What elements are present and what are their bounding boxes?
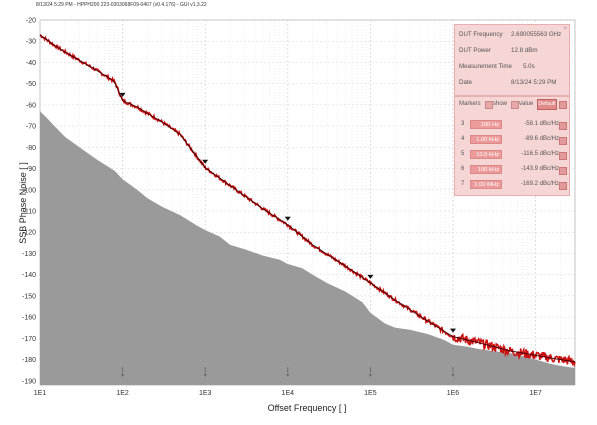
marker-number: 6 xyxy=(461,166,465,172)
x-tick-label: 1E2 xyxy=(116,390,129,397)
y-tick-label: -80 xyxy=(26,145,36,152)
x-axis-label: Offset Frequency [ ] xyxy=(268,403,347,413)
marker-set[interactable] xyxy=(119,92,456,377)
info-label-meas-time: Measurement Time xyxy=(459,63,512,70)
close-icon[interactable]: × xyxy=(563,26,567,32)
info-value-meas-time: 5.0s xyxy=(523,63,535,70)
delete-marker-icon[interactable] xyxy=(559,152,567,160)
y-tick-label: -110 xyxy=(23,208,37,215)
marker-freq-input[interactable]: 1.00 kHz xyxy=(470,135,502,144)
x-tick-label: 1E4 xyxy=(282,390,295,397)
y-tick-label: -70 xyxy=(26,124,36,131)
delete-all-markers-icon[interactable] xyxy=(559,101,567,109)
marker-triangle[interactable] xyxy=(119,92,126,97)
measured-trace xyxy=(39,34,576,368)
y-tick-label: -40 xyxy=(26,60,36,67)
delete-marker-icon[interactable] xyxy=(559,182,567,190)
value-label: value xyxy=(519,101,534,107)
marker-number: 3 xyxy=(461,121,465,127)
x-tick-label: 1E7 xyxy=(529,390,542,397)
marker-freq-input[interactable]: 1.00 MHz xyxy=(470,180,502,189)
markers-panel[interactable]: Markers show value Default 3 100 Hz -58.… xyxy=(454,96,570,196)
x-tick-label: 1E5 xyxy=(364,390,377,397)
marker-number: 7 xyxy=(461,181,465,187)
info-value-date: 8/13/24 5:29 PM xyxy=(511,79,557,86)
y-tick-label: -60 xyxy=(26,102,36,109)
delete-marker-icon[interactable] xyxy=(559,167,567,175)
info-value-power: 12.8 dBm xyxy=(511,47,538,54)
noise-floor-fill xyxy=(40,111,575,386)
y-tick-label: -170 xyxy=(22,336,36,343)
y-tick-label: -150 xyxy=(22,293,36,300)
y-tick-label: -190 xyxy=(22,378,36,385)
markers-title: Markers xyxy=(459,101,481,107)
marker-bottom-arrow xyxy=(368,374,372,377)
y-tick-label: -20 xyxy=(26,18,36,25)
marker-triangle[interactable] xyxy=(202,159,209,164)
marker-value: -116.5 dBc/Hz xyxy=(521,151,559,157)
marker-freq-input[interactable]: 100 Hz xyxy=(470,120,502,129)
info-label-date: Date xyxy=(459,79,473,86)
show-checkbox[interactable] xyxy=(485,101,493,109)
x-tick-labels: 1E1 1E2 1E3 1E4 1E5 1E6 1E7 xyxy=(34,390,542,397)
marker-bottom-arrow xyxy=(451,374,455,377)
x-tick-label: 1E3 xyxy=(199,390,212,397)
info-value-frequency: 2.690055563 GHz xyxy=(511,31,562,38)
marker-triangle[interactable] xyxy=(449,328,456,333)
measurement-info-panel[interactable]: × DUT Frequency 2.690055563 GHz DUT Powe… xyxy=(454,24,570,96)
y-tick-label: -140 xyxy=(22,272,36,279)
trace-smoothed-line xyxy=(39,34,576,363)
y-tick-label: -130 xyxy=(22,251,36,258)
marker-value: -89.6 dBc/Hz xyxy=(524,136,559,142)
marker-triangle[interactable] xyxy=(367,274,374,279)
default-button[interactable]: Default xyxy=(537,99,557,110)
marker-bottom-arrow xyxy=(121,374,125,377)
marker-bottom-arrow xyxy=(286,374,290,377)
marker-bottom-arrow xyxy=(203,374,207,377)
marker-number: 4 xyxy=(461,136,465,142)
y-tick-labels: -20 -30 -40 -50 -60 -70 -80 -90 -100 -110 -120 -130… xyxy=(22,18,36,386)
y-tick-label: -30 xyxy=(26,39,36,46)
value-checkbox[interactable] xyxy=(511,101,519,109)
marker-freq-input[interactable]: 100 kHz xyxy=(470,165,502,174)
y-tick-label: -100 xyxy=(22,187,36,194)
y-tick-label: -160 xyxy=(22,315,36,322)
trace-raw-line xyxy=(39,34,576,368)
marker-freq-input[interactable]: 10.0 kHz xyxy=(470,150,502,159)
noise-floor-area xyxy=(40,111,575,386)
window-header-text: 8/13/24 5:29 PM - HPPH200 223-0303068F09… xyxy=(36,2,207,8)
delete-marker-icon[interactable] xyxy=(559,137,567,145)
marker-value: -169.2 dBc/Hz xyxy=(520,181,559,187)
y-axis-label: SSB Phase Noise [ ] xyxy=(18,162,28,244)
y-tick-label: -180 xyxy=(22,357,36,364)
show-label: show xyxy=(493,101,508,107)
marker-number: 5 xyxy=(461,151,465,157)
marker-triangle[interactable] xyxy=(284,216,291,221)
info-label-frequency: DUT Frequency xyxy=(459,31,503,38)
marker-value: -58.1 dBc/Hz xyxy=(524,121,559,127)
y-tick-label: -50 xyxy=(26,81,36,88)
y-tick-label: -90 xyxy=(26,166,36,173)
info-label-power: DUT Power xyxy=(459,47,491,54)
y-tick-label: -120 xyxy=(22,230,36,237)
x-tick-label: 1E6 xyxy=(447,390,460,397)
delete-marker-icon[interactable] xyxy=(559,122,567,130)
marker-value: -143.9 dBc/Hz xyxy=(520,166,559,172)
x-tick-label: 1E1 xyxy=(34,390,47,397)
